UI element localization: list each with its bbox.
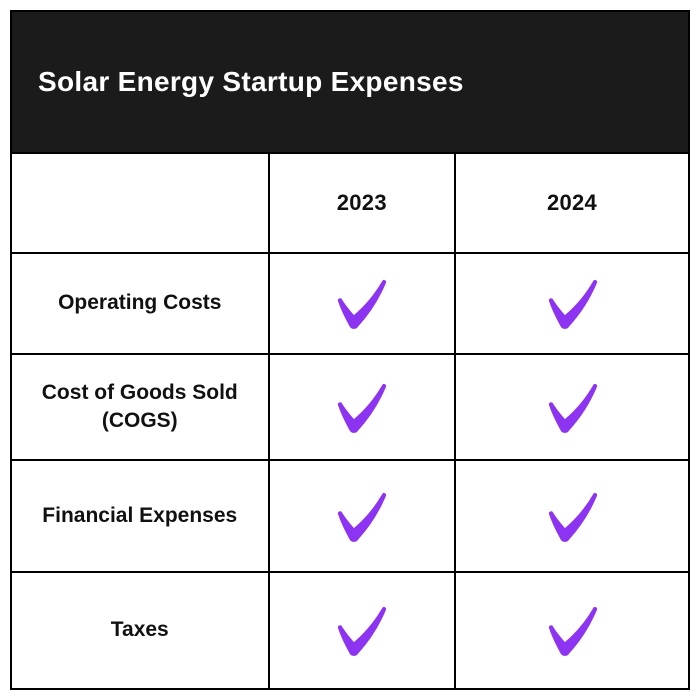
row-label: Taxes — [12, 571, 268, 688]
checkmark-icon — [548, 492, 597, 542]
checkmark-icon — [338, 383, 387, 433]
check-cell-2023 — [267, 459, 455, 571]
checkmark-icon — [548, 383, 597, 433]
row-label: Operating Costs — [12, 252, 268, 353]
corner-cell — [12, 152, 268, 252]
check-cell-2024 — [454, 571, 688, 688]
check-cell-2024 — [454, 252, 688, 353]
check-cell-2024 — [454, 353, 688, 459]
column-header-2023: 2023 — [267, 152, 455, 252]
checkmark-icon — [548, 606, 597, 656]
checkmark-icon — [338, 492, 387, 542]
checkmark-icon — [338, 279, 387, 329]
check-cell-2023 — [267, 252, 455, 353]
table-header-band: Solar Energy Startup Expenses — [12, 12, 688, 152]
check-cell-2024 — [454, 459, 688, 571]
checkmark-icon — [338, 606, 387, 656]
check-cell-2023 — [267, 353, 455, 459]
expenses-table-card: Solar Energy Startup Expenses 2023 2024 … — [10, 10, 690, 690]
checkmark-icon — [548, 279, 597, 329]
row-label: Financial Expenses — [12, 459, 268, 571]
check-cell-2023 — [267, 571, 455, 688]
expenses-grid: 2023 2024 Operating Costs Cost of Goods … — [12, 152, 688, 688]
page-title: Solar Energy Startup Expenses — [38, 66, 464, 97]
column-header-2024: 2024 — [454, 152, 688, 252]
row-label: Cost of Goods Sold (COGS) — [12, 353, 268, 459]
